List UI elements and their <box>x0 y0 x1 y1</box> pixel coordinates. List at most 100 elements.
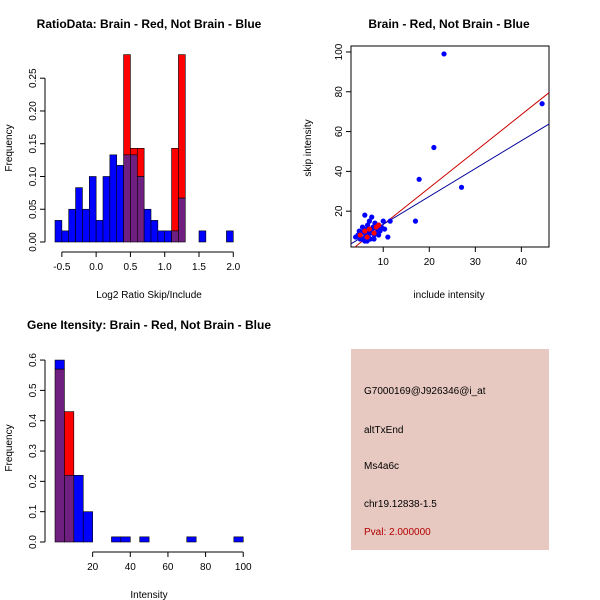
scatter-y-axis-label: skip intensity <box>303 119 314 176</box>
scatter-x-tick-label: 20 <box>424 257 436 268</box>
ratio-x-tick-label: 2.0 <box>226 262 240 273</box>
intensity-x-axis-label: Intensity <box>130 590 167 600</box>
intensity-y-tick-label: 0.1 <box>28 504 39 518</box>
ratio-bar-overlap <box>171 230 179 243</box>
ratio-bar-not-brain <box>226 230 234 243</box>
event-type-text: altTxEnd <box>364 425 404 436</box>
ratio-y-tick-label: 0.25 <box>28 68 39 88</box>
genomic-location-text: chr19.12838-1.5 <box>364 499 437 510</box>
scatter-y-tick-label: 60 <box>334 126 345 138</box>
intensity-bar-not-brain <box>139 536 150 543</box>
ratio-bar-overlap <box>130 154 138 243</box>
ratio-y-axis-label: Frequency <box>4 124 15 171</box>
ratio-x-tick-label: -0.5 <box>53 262 71 273</box>
scatter-point-brain <box>373 224 379 230</box>
ratio-bar-not-brain <box>54 220 63 243</box>
ratio-chart-title: RatioData: Brain - Red, Not Brain - Blue <box>37 17 262 31</box>
intensity-bar-not-brain <box>186 536 197 543</box>
probe-id-text: G7000169@J926346@i_at <box>364 386 486 397</box>
gene-symbol-text: Ms4a6c <box>364 461 400 472</box>
ratio-bar-overlap <box>123 154 131 243</box>
intensity-bar-not-brain <box>82 511 93 543</box>
pval-text: Pval: 2.000000 <box>364 527 431 538</box>
intensity-bar-brain <box>64 411 75 476</box>
scatter-point-not-brain <box>441 51 447 57</box>
ratio-bar-brain <box>123 54 131 156</box>
intensity-y-tick-label: 0.5 <box>28 383 39 397</box>
intensity-bar-not-brain <box>120 536 131 543</box>
ratio-y-tick-label: 0.10 <box>28 166 39 186</box>
ratio-bar-brain <box>178 54 186 199</box>
scatter-point-not-brain <box>458 184 465 190</box>
scatter-x-tick-label: 10 <box>378 257 390 268</box>
scatter-point-not-brain <box>416 176 422 182</box>
scatter-x-axis-label: include intensity <box>413 290 484 301</box>
scatter-point-not-brain <box>364 238 370 244</box>
scatter-point-brain <box>357 232 363 238</box>
scatter-point-not-brain <box>382 226 388 232</box>
intensity-scatter-plot: Brain - Red, Not Brain - Blue include in… <box>303 17 550 301</box>
ratio-bar-not-brain <box>68 208 76 243</box>
ratio-x-tick-label: 0.5 <box>123 262 137 273</box>
scatter-regression-line-not-brain <box>350 123 550 245</box>
intensity-y-tick-label: 0.2 <box>28 474 39 488</box>
intensity-x-tick-label: 100 <box>235 562 252 573</box>
scatter-point-not-brain <box>376 232 382 238</box>
ratio-bar-overlap <box>136 176 145 243</box>
ratio-bar-not-brain <box>143 208 152 243</box>
ratio-y-tick-label: 0.15 <box>28 134 39 154</box>
ratio-bar-not-brain <box>116 165 124 243</box>
scatter-point-not-brain <box>362 212 368 218</box>
probe-info-panel: G7000169@J926346@i_at altTxEnd Ms4a6c ch… <box>351 349 549 550</box>
ratio-bar-not-brain <box>88 176 97 243</box>
ratio-bar-brain <box>136 148 145 177</box>
ratio-bar-not-brain <box>61 230 70 243</box>
intensity-y-axis-label: Frequency <box>4 424 15 471</box>
ratio-bar-not-brain <box>164 230 172 243</box>
scatter-point-not-brain <box>539 101 545 107</box>
scatter-point-not-brain <box>359 236 366 242</box>
ratio-y-tick-label: 0.00 <box>28 232 39 252</box>
scatter-point-brain <box>371 230 377 236</box>
ratio-y-tick-label: 0.05 <box>28 199 39 219</box>
intensity-y-tick-label: 0.0 <box>28 535 39 549</box>
ratio-bar-not-brain <box>157 230 166 243</box>
ratio-bar-not-brain <box>150 220 159 243</box>
ratio-bar-not-brain <box>109 154 118 243</box>
ratio-bar-not-brain <box>95 220 104 243</box>
scatter-point-not-brain <box>369 214 375 220</box>
scatter-y-tick-label: 40 <box>334 165 345 177</box>
scatter-y-tick-label: 80 <box>334 86 345 98</box>
ratio-x-tick-label: 0.0 <box>89 262 103 273</box>
scatter-point-brain <box>362 228 368 234</box>
ratio-bar-overlap <box>178 197 186 243</box>
scatter-point-not-brain <box>377 228 383 234</box>
intensity-x-tick-label: 40 <box>125 562 137 573</box>
intensity-bar-not-brain <box>233 536 244 543</box>
intensity-y-tick-label: 0.3 <box>28 444 39 458</box>
scatter-y-tick-label: 100 <box>334 43 345 60</box>
scatter-point-not-brain <box>364 222 371 228</box>
scatter-point-not-brain <box>387 218 393 224</box>
ratio-bar-brain <box>171 148 179 232</box>
ratio-bar-not-brain <box>102 176 111 243</box>
ratio-bar-not-brain <box>82 208 90 243</box>
scatter-point-not-brain <box>385 234 391 240</box>
scatter-y-tick-label: 20 <box>334 205 345 217</box>
intensity-bar-not-brain <box>73 474 84 543</box>
scatter-chart-title: Brain - Red, Not Brain - Blue <box>368 17 530 31</box>
scatter-point-not-brain <box>356 228 362 234</box>
ratio-bar-not-brain <box>198 230 207 243</box>
scatter-point-not-brain <box>380 218 386 224</box>
scatter-point-not-brain <box>412 218 419 224</box>
intensity-bar-not-brain <box>111 536 122 543</box>
scatter-point-brain <box>366 226 373 232</box>
intensity-x-tick-label: 60 <box>162 562 174 573</box>
ratio-bar-not-brain <box>75 187 83 243</box>
ratio-histogram: RatioData: Brain - Red, Not Brain - Blue… <box>4 17 262 301</box>
scatter-x-tick-label: 30 <box>470 257 482 268</box>
scatter-point-brain <box>364 234 370 240</box>
intensity-x-tick-label: 20 <box>87 562 99 573</box>
gene-intensity-histogram: Gene Itensity: Brain - Red, Not Brain - … <box>4 318 271 600</box>
